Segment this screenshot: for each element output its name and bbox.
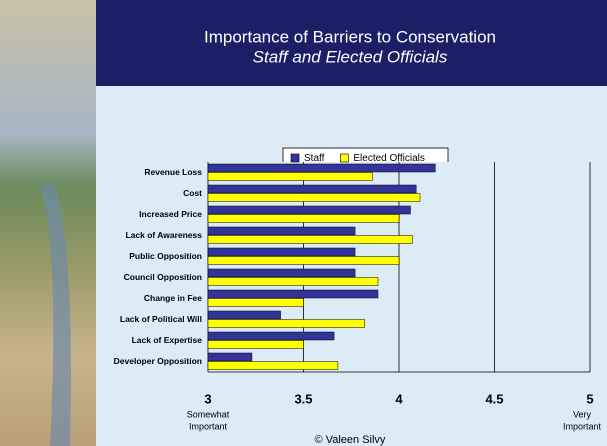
chart-subtitle: Staff and Elected Officials: [253, 47, 448, 66]
bar: [207, 352, 253, 362]
bar: [207, 298, 304, 307]
y-tick-label: Lack of Awareness: [125, 230, 202, 240]
bar: [207, 340, 304, 349]
bar: [207, 214, 400, 223]
bar: [207, 184, 417, 194]
bar: [207, 268, 356, 278]
bar: [207, 319, 365, 328]
x-tick-label: 4: [395, 391, 403, 406]
footer: © Valeen Silvy: [315, 434, 386, 446]
bar: [207, 193, 421, 202]
x-end-label: Somewhat: [187, 409, 230, 419]
y-tick-label: Lack of Political Will: [120, 314, 202, 324]
bar: [207, 277, 379, 286]
y-tick-label: Developer Opposition: [114, 356, 202, 366]
y-tick-label: Change in Fee: [144, 293, 202, 303]
x-end-label: Important: [563, 421, 602, 431]
x-end-label: Very: [573, 409, 592, 419]
x-tick-label: 4.5: [485, 391, 503, 406]
river: [40, 185, 71, 446]
x-end-label: Important: [189, 421, 228, 431]
legend-label: Elected Officials: [353, 153, 425, 164]
y-tick-label: Revenue Loss: [144, 167, 202, 177]
bar: [207, 310, 281, 320]
bar: [207, 163, 436, 173]
bar: [207, 361, 339, 370]
y-tick-label: Increased Price: [139, 209, 202, 219]
chart-title: Importance of Barriers to Conservation: [204, 27, 496, 46]
bar: [207, 256, 400, 265]
y-tick-label: Council Opposition: [124, 272, 202, 282]
bar: [207, 235, 413, 244]
y-tick-label: Public Opposition: [129, 251, 202, 261]
bar: [207, 289, 379, 299]
y-tick-label: Cost: [183, 188, 202, 198]
title-banner: [96, 0, 607, 86]
bar: [207, 247, 356, 257]
y-tick-label: Lack of Expertise: [132, 335, 203, 345]
x-tick-label: 5: [586, 391, 593, 406]
x-tick-label: 3: [204, 391, 211, 406]
x-tick-label: 3.5: [294, 391, 312, 406]
legend-swatch: [290, 153, 300, 163]
bar: [207, 331, 335, 341]
legend-swatch: [340, 153, 349, 163]
bar: [207, 205, 411, 215]
bar: [207, 226, 356, 236]
bar: [207, 172, 373, 181]
legend-label: Staff: [304, 153, 325, 164]
